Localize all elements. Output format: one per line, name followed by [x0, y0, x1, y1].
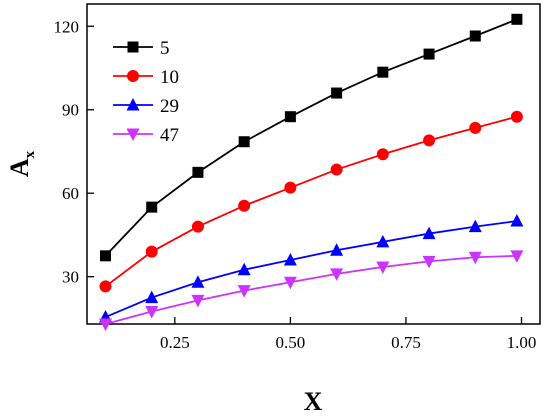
data-point	[376, 234, 390, 248]
axis-ticks: 0.25 0.50 0.75 1.00 30 60 90 120	[54, 17, 537, 352]
data-point	[422, 226, 436, 240]
data-point	[145, 305, 159, 319]
series-line-5	[104, 18, 518, 257]
data-point	[510, 214, 524, 227]
data-point	[330, 163, 343, 176]
data-point	[192, 166, 204, 178]
legend-item-5: 5	[113, 38, 170, 59]
data-point	[283, 276, 297, 290]
data-point	[330, 243, 344, 256]
series-5	[99, 13, 523, 262]
data-point	[510, 250, 524, 263]
data-point	[146, 201, 158, 213]
x-tick-label: 1.00	[507, 333, 537, 352]
data-point	[283, 253, 297, 266]
series-layer	[98, 13, 524, 331]
data-point	[238, 136, 250, 148]
x-axis-label: X	[304, 387, 323, 416]
data-point	[376, 148, 389, 161]
y-tick-label: 60	[62, 184, 79, 203]
legend-item-29: 29	[113, 96, 179, 117]
data-point	[423, 134, 436, 147]
data-point	[145, 290, 159, 304]
series-29	[98, 214, 524, 323]
data-point	[469, 121, 482, 134]
data-point	[191, 275, 205, 288]
data-point	[423, 48, 435, 60]
data-point	[510, 110, 523, 123]
data-point	[98, 318, 112, 331]
data-point	[376, 261, 390, 274]
legend-label: 47	[160, 125, 179, 146]
data-point	[238, 199, 251, 212]
data-point	[468, 251, 482, 265]
legend-marker	[126, 128, 140, 141]
legend-label: 10	[160, 67, 179, 88]
y-tick-label: 120	[54, 17, 80, 36]
legend-marker	[127, 41, 139, 53]
data-point	[99, 280, 112, 293]
x-tick-label: 0.75	[391, 333, 421, 352]
plot-frame	[86, 3, 541, 325]
data-point	[331, 87, 343, 99]
data-point	[284, 181, 297, 194]
legend-label: 29	[160, 96, 179, 117]
data-point	[422, 255, 436, 269]
series-line-29	[105, 220, 518, 318]
data-point	[284, 111, 296, 123]
data-point	[145, 245, 158, 258]
data-point	[191, 220, 204, 233]
legend-marker	[127, 70, 139, 82]
data-point	[191, 294, 205, 308]
x-tick-label: 0.25	[160, 333, 190, 352]
legend-label: 5	[160, 38, 170, 59]
y-tick-label: 90	[62, 101, 79, 120]
y-axis-label: Ax	[5, 150, 38, 177]
data-point	[469, 30, 481, 42]
legend-marker	[126, 98, 140, 111]
x-tick-label: 0.50	[276, 333, 306, 352]
data-point	[237, 262, 251, 276]
data-point	[330, 268, 344, 281]
y-axis-label-subscript: x	[22, 150, 38, 158]
data-point	[99, 250, 111, 262]
series-line-10	[104, 115, 518, 288]
series-10	[99, 110, 523, 293]
data-point	[237, 285, 251, 298]
series-47	[98, 250, 524, 331]
y-tick-label: 30	[62, 268, 79, 287]
legend: 5 10 29 47	[113, 38, 179, 146]
y-axis-label-main: A	[5, 158, 34, 177]
series-line-47	[105, 254, 517, 325]
data-point	[377, 66, 389, 78]
data-point	[468, 219, 482, 233]
legend-item-10: 10	[113, 67, 179, 88]
legend-item-47: 47	[113, 125, 179, 146]
data-point	[511, 13, 523, 25]
